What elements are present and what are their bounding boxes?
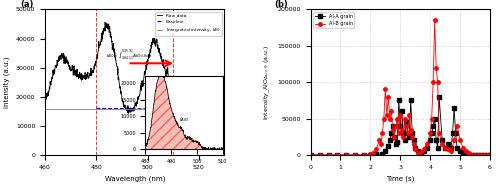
Raw data xyxy=(182,98,188,100)
Raw data xyxy=(92,61,98,63)
Line: Al-A grain: Al-A grain xyxy=(309,95,492,157)
Al-B grain xyxy=(484,154,490,156)
Al-B grain xyxy=(487,154,493,156)
Al-A grain xyxy=(432,118,438,120)
Raw data xyxy=(160,58,166,60)
Line: Al-B grain: Al-B grain xyxy=(309,19,492,157)
Raw data xyxy=(86,77,92,79)
Al-A grain xyxy=(382,150,388,153)
Al-B grain xyxy=(432,19,438,22)
Al-B grain xyxy=(408,128,414,131)
Raw data xyxy=(102,21,108,23)
Raw data xyxy=(98,41,104,43)
Baseline xyxy=(94,107,100,110)
Raw data xyxy=(214,116,220,119)
Raw data xyxy=(222,111,228,113)
Al-A grain xyxy=(399,110,405,112)
Al-A grain xyxy=(436,96,442,98)
Legend: Raw data, Baseline, Integrated intensity, $I_{AlO}$: Raw data, Baseline, Integrated intensity… xyxy=(155,12,222,36)
Al-B grain xyxy=(434,81,440,83)
Al-B grain xyxy=(387,118,393,120)
Al-A grain xyxy=(487,154,493,156)
Baseline xyxy=(170,108,176,110)
X-axis label: Wavelength (nm): Wavelength (nm) xyxy=(104,175,165,182)
Al-B grain xyxy=(308,154,314,156)
X-axis label: Time (s): Time (s) xyxy=(386,175,414,182)
Al-A grain xyxy=(398,125,404,127)
Raw data xyxy=(204,104,210,106)
Line: Raw data: Raw data xyxy=(45,22,224,118)
Raw data xyxy=(42,99,48,101)
Al-B grain xyxy=(390,128,396,131)
Al-A grain xyxy=(394,141,400,143)
Al-A grain xyxy=(308,154,314,156)
Y-axis label: Intensity_AlO$_{\Delta v=0}$ (a.u.): Intensity_AlO$_{\Delta v=0}$ (a.u.) xyxy=(262,45,272,120)
Al-A grain xyxy=(392,136,398,138)
Legend: Al-A grain, Al-B grain: Al-A grain, Al-B grain xyxy=(313,12,354,28)
Y-axis label: Intensity (a.u.): Intensity (a.u.) xyxy=(4,57,10,108)
Text: (a): (a) xyxy=(20,0,34,9)
Line: Baseline: Baseline xyxy=(96,108,173,109)
Al-B grain xyxy=(405,132,411,134)
Text: $I_{AlO} = \int_{484.11}^{505.91} AlO_{\lambda,\theta} d\lambda$: $I_{AlO} = \int_{484.11}^{505.91} AlO_{\… xyxy=(106,48,152,62)
Text: (b): (b) xyxy=(274,0,288,9)
